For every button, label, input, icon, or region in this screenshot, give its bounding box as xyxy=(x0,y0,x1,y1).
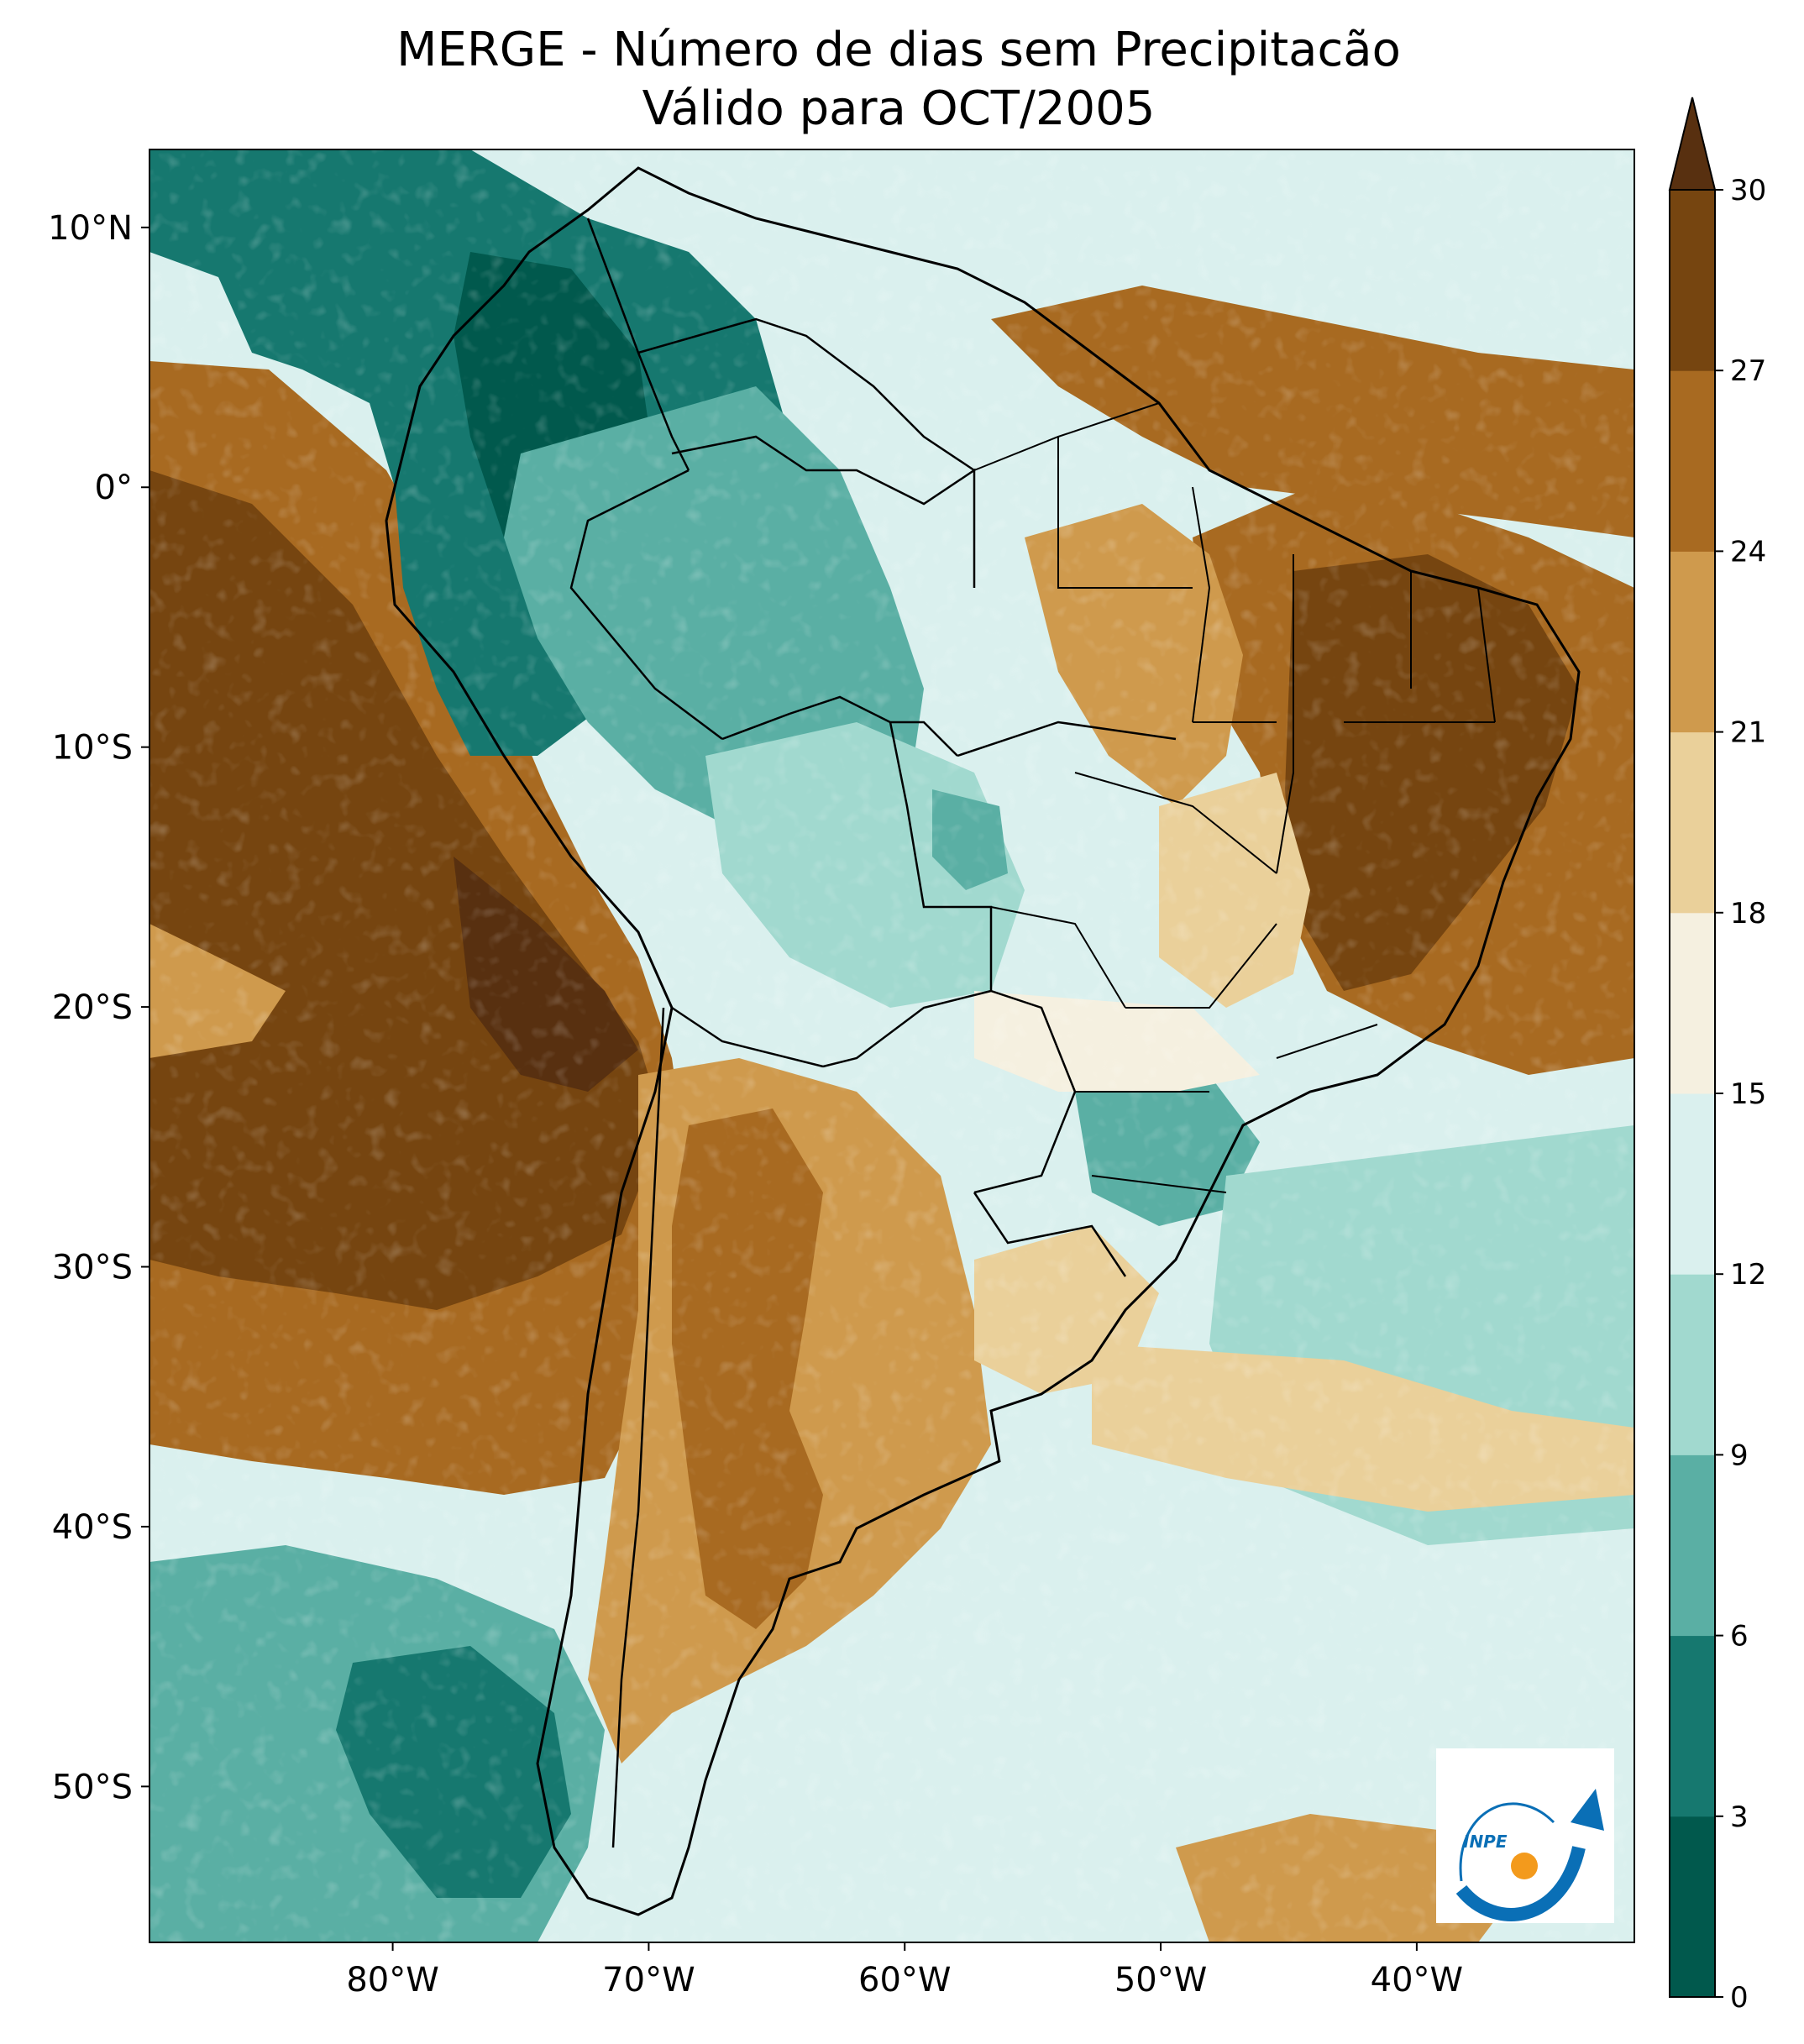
colorbar-tick-label: 9 xyxy=(1730,1439,1749,1472)
chart-title-line-1: MERGE - Número de dias sem Precipitacão xyxy=(396,23,1401,77)
logo-sun-icon xyxy=(1511,1853,1538,1879)
logo-arrow-icon xyxy=(1571,1789,1604,1831)
lon-tick-label: 60°W xyxy=(858,1961,951,1999)
lat-tick-label: 10°S xyxy=(52,729,133,768)
colorbar-segment xyxy=(1670,1635,1715,1817)
colorbar-segment xyxy=(1670,1093,1715,1275)
colorbar-segment xyxy=(1670,370,1715,552)
colorbar-tick-label: 0 xyxy=(1730,1981,1749,2015)
colorbar-segment xyxy=(1670,1454,1715,1637)
colorbar-tick-label: 18 xyxy=(1730,897,1766,930)
longitude-axis: 80°W 70°W 60°W 50°W 40°W xyxy=(346,1942,1463,1999)
colorbar-segment xyxy=(1670,912,1715,1094)
colorbar: 0 3 6 9 12 15 18 21 24 27 30 xyxy=(1668,97,1766,2015)
latitude-axis: 10°N 0° 10°S 20°S 30°S 40°S 50°S xyxy=(48,209,149,1806)
lon-tick-label: 70°W xyxy=(602,1961,695,1999)
colorbar-tick-label: 30 xyxy=(1730,174,1766,207)
lon-tick-label: 40°W xyxy=(1371,1961,1463,1999)
colorbar-segment xyxy=(1670,1274,1715,1455)
logo-orbit xyxy=(1459,1802,1555,1882)
lat-tick-label: 40°S xyxy=(52,1508,133,1547)
colorbar-segment xyxy=(1670,551,1715,733)
colorbar-extend-arrow xyxy=(1668,97,1717,191)
colorbar-tick-label: 27 xyxy=(1730,354,1766,388)
colorbar-segment xyxy=(1670,1816,1715,1998)
colorbar-tick-label: 24 xyxy=(1730,535,1766,569)
lon-tick-label: 80°W xyxy=(346,1961,438,1999)
south-america-coastline xyxy=(385,166,1581,1916)
logo-text: INPE xyxy=(1463,1832,1508,1852)
lon-tick-label: 50°W xyxy=(1114,1961,1207,1999)
colorbar-tick-label: 15 xyxy=(1730,1077,1766,1111)
logo-arc xyxy=(1455,1846,1586,1921)
colorbar-segment xyxy=(1670,731,1715,914)
colorbar-tick-label: 12 xyxy=(1730,1258,1766,1292)
map-texture xyxy=(149,149,1634,1942)
lat-tick-label: 30°S xyxy=(52,1249,133,1287)
lat-tick-label: 0° xyxy=(95,469,133,507)
colorbar-tick-label: 21 xyxy=(1730,716,1766,750)
colorbar-segment xyxy=(1670,190,1715,371)
colorbar-tick-label: 3 xyxy=(1730,1800,1749,1834)
inpe-logo: INPE xyxy=(1436,1748,1614,1923)
lat-tick-label: 20°S xyxy=(52,988,133,1027)
lat-tick-label: 50°S xyxy=(52,1768,133,1806)
map-frame xyxy=(149,149,1635,1943)
lat-tick-label: 10°N xyxy=(48,209,133,248)
brazil-state-borders xyxy=(973,402,1496,1193)
precipitation-map: INPE xyxy=(149,149,1634,1942)
country-borders xyxy=(569,218,1177,1848)
chart-title-line-2: Válido para OCT/2005 xyxy=(642,81,1156,136)
colorbar-tick-label: 6 xyxy=(1730,1620,1749,1654)
